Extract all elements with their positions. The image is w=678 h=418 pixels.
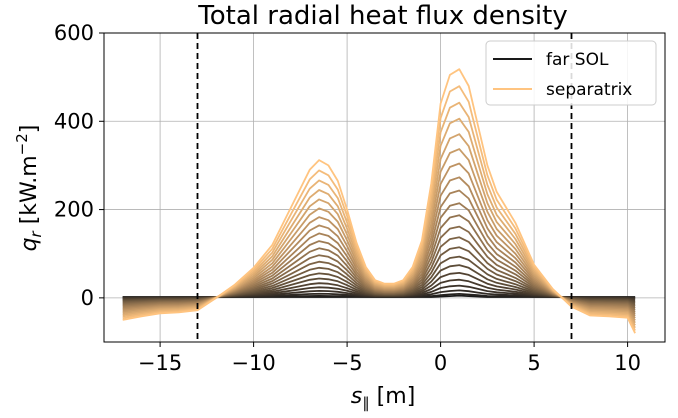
series-line-22 bbox=[122, 68, 636, 334]
y-tick-label: 400 bbox=[54, 109, 94, 133]
x-tick-label: 10 bbox=[614, 351, 641, 375]
legend: far SOL separatrix bbox=[485, 40, 657, 106]
legend-label-separatrix: separatrix bbox=[546, 80, 632, 100]
x-tick-label: 5 bbox=[527, 351, 540, 375]
plot-frame bbox=[103, 32, 666, 343]
x-ticks: −15 −10 −5 0 5 10 bbox=[138, 342, 641, 375]
series-line-21 bbox=[122, 85, 636, 331]
legend-label-far-sol: far SOL bbox=[546, 50, 609, 70]
series-lines bbox=[122, 68, 636, 334]
x-axis-label: s∥ [m] bbox=[351, 384, 416, 412]
y-tick-label: 0 bbox=[81, 286, 94, 310]
x-tick-label: −5 bbox=[332, 351, 363, 375]
y-axis-label: qr [kW.m−2] bbox=[13, 125, 45, 252]
y-tick-label: 200 bbox=[54, 198, 94, 222]
chart-title: Total radial heat flux density bbox=[197, 1, 567, 31]
x-tick-label: −15 bbox=[138, 351, 182, 375]
y-tick-label: 600 bbox=[54, 21, 94, 45]
series-line-20 bbox=[122, 101, 636, 329]
x-tick-label: 0 bbox=[434, 351, 447, 375]
x-tick-label: −10 bbox=[231, 351, 275, 375]
y-ticks: 0 200 400 600 bbox=[54, 21, 104, 310]
